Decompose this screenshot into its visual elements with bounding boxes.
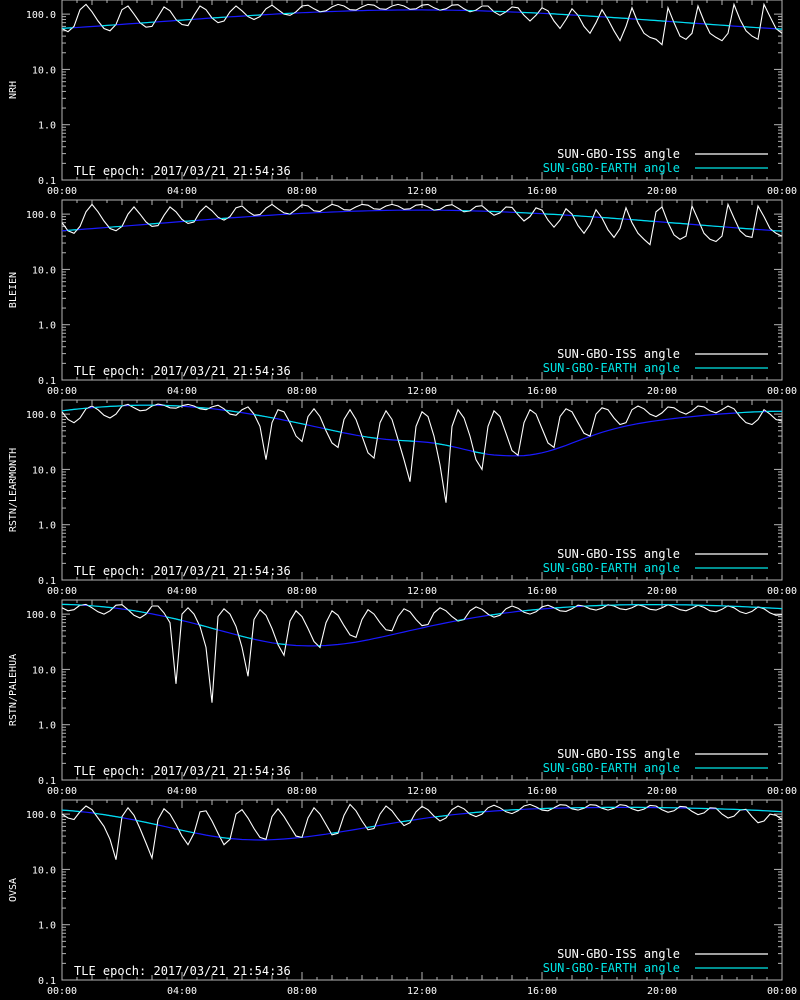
legend-label-earth: SUN-GBO-EARTH angle [543,561,680,575]
y-tick-label: 0.1 [38,576,56,587]
chart-panel-2: 100.010.01.00.100:00 04:00 08:00 12:00 16:00… [8,199,797,397]
legend-label-iss: SUN-GBO-ISS angle [557,347,680,361]
x-tick-label: 08:00 [287,986,317,997]
tle-epoch-annotation: TLE epoch: 2017/03/21 21:54:36 [74,564,291,578]
x-tick-label: 00:00 [47,786,77,797]
x-tick-label: 00:00 [767,386,797,397]
y-tick-label: 10.0 [32,265,56,276]
x-tick-label: 00:00 [47,386,77,397]
x-tick-label: 12:00 [407,386,437,397]
series-line-sun-gbo-iss [61,202,783,246]
x-tick-label: 12:00 [407,786,437,797]
y-tick-label: 1.0 [38,921,56,932]
y-axis-label: RSTN/LEARMONTH [8,448,19,532]
series-line-sun-gbo-earth [61,9,783,30]
y-tick-label: 0.1 [38,976,56,987]
x-tick-label: 16:00 [527,986,557,997]
x-tick-label: 20:00 [647,986,677,997]
series-line-sun-gbo-iss [61,803,783,861]
legend-label-earth: SUN-GBO-EARTH angle [543,961,680,975]
tle-epoch-annotation: TLE epoch: 2017/03/21 21:54:36 [74,364,291,378]
y-tick-label: 10.0 [32,465,56,476]
series-line-sun-gbo-earth [61,209,783,232]
x-tick-label: 08:00 [287,586,317,597]
x-tick-label: 08:00 [287,386,317,397]
series-line-sun-gbo-earth-highlight [62,209,782,232]
x-tick-label: 00:00 [767,986,797,997]
tle-epoch-annotation: TLE epoch: 2017/03/21 21:54:36 [74,164,291,178]
x-tick-label: 08:00 [287,186,317,197]
y-tick-label: 1.0 [38,121,56,132]
y-tick-label: 100.0 [26,610,56,621]
y-axis-label: RSTN/PALEHUA [8,654,19,726]
x-tick-label: 04:00 [167,386,197,397]
x-tick-label: 20:00 [647,586,677,597]
y-axis-label: BLEIEN [8,272,19,308]
x-tick-label: 16:00 [527,386,557,397]
y-tick-label: 0.1 [38,376,56,387]
legend-label-iss: SUN-GBO-ISS angle [557,147,680,161]
series-line-sun-gbo-earth-highlight [62,806,782,841]
x-tick-label: 00:00 [767,186,797,197]
legend-label-earth: SUN-GBO-EARTH angle [543,361,680,375]
chart-panel-3: 100.010.01.00.100:00 04:00 08:00 12:00 16:00… [8,399,797,597]
y-tick-label: 10.0 [32,65,56,76]
legend-label-earth: SUN-GBO-EARTH angle [543,161,680,175]
x-tick-label: 04:00 [167,586,197,597]
x-tick-label: 00:00 [767,786,797,797]
y-tick-label: 1.0 [38,521,56,532]
x-tick-label: 04:00 [167,986,197,997]
tle-epoch-annotation: TLE epoch: 2017/03/21 21:54:36 [74,764,291,778]
y-tick-label: 100.0 [26,810,56,821]
y-axis-label: NRH [8,81,19,99]
x-tick-label: 04:00 [167,786,197,797]
chart-panel-5: 100.010.01.00.100:00 04:00 08:00 12:00 16:00… [8,799,797,997]
series-line-sun-gbo-earth-highlight [62,9,782,30]
legend-label-earth: SUN-GBO-EARTH angle [543,761,680,775]
x-tick-label: 04:00 [167,186,197,197]
x-tick-label: 08:00 [287,786,317,797]
x-tick-label: 00:00 [47,586,77,597]
y-axis-label: OVSA [8,878,19,902]
x-tick-label: 12:00 [407,986,437,997]
tle-epoch-annotation: TLE epoch: 2017/03/21 21:54:36 [74,964,291,978]
y-tick-label: 0.1 [38,176,56,187]
x-tick-label: 16:00 [527,786,557,797]
x-tick-label: 16:00 [527,586,557,597]
y-tick-label: 0.1 [38,776,56,787]
series-line-sun-gbo-earth [61,806,783,841]
x-tick-label: 20:00 [647,186,677,197]
series-line-sun-gbo-iss [61,403,783,503]
y-tick-label: 10.0 [32,865,56,876]
x-tick-label: 20:00 [647,386,677,397]
x-tick-label: 12:00 [407,586,437,597]
x-tick-label: 12:00 [407,186,437,197]
series-line-sun-gbo-iss [61,603,783,703]
chart-panel-4: 100.010.01.00.100:00 04:00 08:00 12:00 16:00… [8,599,797,797]
y-tick-label: 100.0 [26,10,56,21]
legend-label-iss: SUN-GBO-ISS angle [557,547,680,561]
chart-panel-1: 100.010.01.00.100:00 04:00 08:00 12:00 16:00… [8,0,797,197]
x-tick-label: 00:00 [767,586,797,597]
x-tick-label: 00:00 [47,186,77,197]
y-tick-label: 1.0 [38,321,56,332]
y-tick-label: 1.0 [38,721,56,732]
x-tick-label: 20:00 [647,786,677,797]
x-tick-label: 00:00 [47,986,77,997]
series-line-sun-gbo-iss [61,2,783,46]
y-tick-label: 10.0 [32,665,56,676]
y-tick-label: 100.0 [26,410,56,421]
legend-label-iss: SUN-GBO-ISS angle [557,747,680,761]
legend-label-iss: SUN-GBO-ISS angle [557,947,680,961]
x-tick-label: 16:00 [527,186,557,197]
y-tick-label: 100.0 [26,210,56,221]
